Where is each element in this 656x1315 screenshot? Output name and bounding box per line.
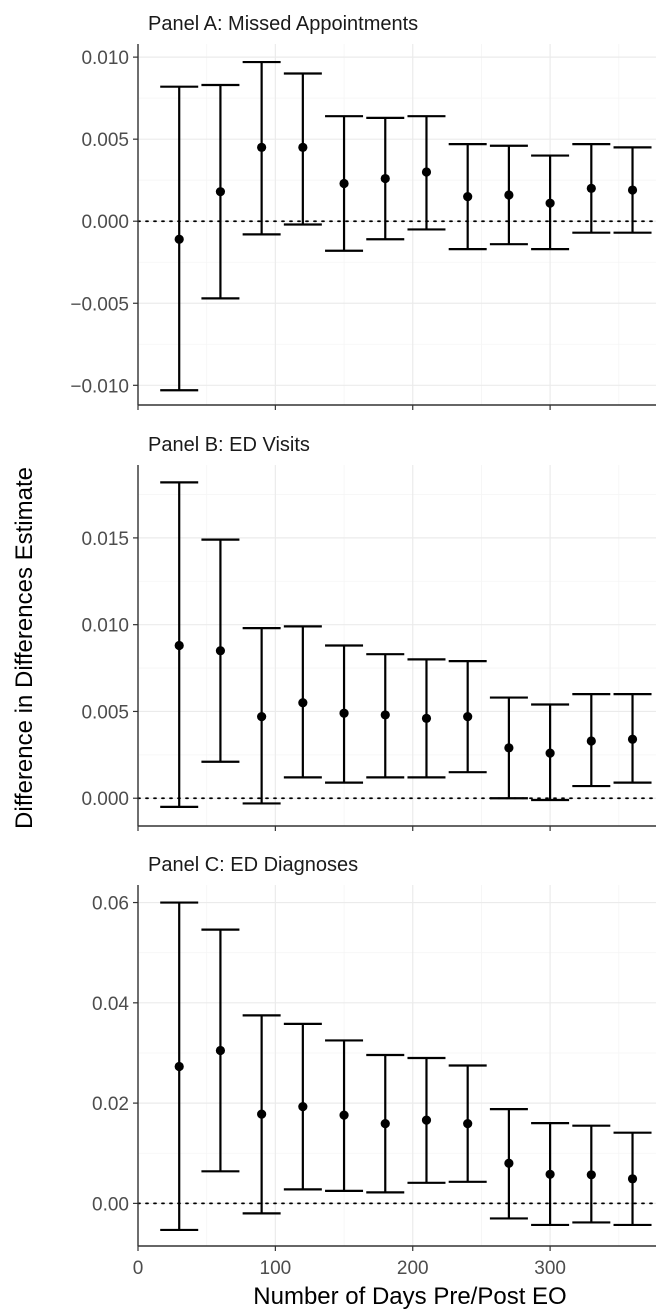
x-tick-label: 0 (133, 1258, 144, 1279)
error-bar (448, 142, 487, 251)
error-bar (160, 481, 199, 809)
error-bar (201, 538, 240, 763)
point-estimate (421, 167, 432, 177)
error-bar (531, 703, 570, 802)
y-tick-label: −0.010 (70, 376, 129, 397)
error-bar (489, 144, 528, 246)
error-bar (160, 85, 199, 392)
point-estimate (380, 710, 390, 720)
error-bar (366, 1053, 405, 1194)
error-bar (366, 116, 405, 241)
x-axis-title: Number of Days Pre/Post EO (253, 1283, 566, 1310)
error-bar (613, 692, 652, 784)
y-tick-label: 0.000 (81, 789, 129, 810)
point-estimate (339, 178, 349, 189)
error-bar (201, 83, 240, 300)
point-estimate (627, 734, 638, 744)
panel-1: Panel A: Missed Appointments 0.010 0.005 0.… (70, 13, 656, 410)
point-estimate (421, 1115, 432, 1125)
error-bar (325, 644, 364, 784)
point-estimate (215, 187, 226, 197)
error-bar (242, 60, 281, 236)
y-axis-title: Difference in Differences Estimate (11, 467, 38, 829)
point-estimate (174, 1061, 184, 1072)
point-estimate (463, 1119, 473, 1129)
y-tick-label: 0.00 (92, 1194, 129, 1215)
point-estimate (257, 142, 267, 152)
x-tick-label: 300 (534, 1258, 566, 1279)
point-estimate (174, 640, 184, 651)
point-estimate (545, 748, 555, 758)
point-estimate (627, 1174, 638, 1184)
error-bar (489, 1108, 528, 1220)
point-estimate (463, 192, 473, 202)
point-estimate (504, 190, 514, 200)
point-estimate (421, 713, 432, 723)
point-estimate (545, 198, 555, 208)
error-bar (407, 1056, 446, 1184)
point-estimate (215, 646, 226, 656)
error-bar (531, 154, 570, 251)
panel-title: Panel B: ED Visits (148, 434, 310, 456)
point-estimate (380, 173, 390, 184)
point-estimate (504, 1158, 514, 1168)
error-bar (366, 653, 405, 779)
error-bar (201, 928, 240, 1173)
point-estimate (174, 234, 184, 244)
point-estimate (298, 1102, 308, 1112)
panel-2: Panel B: ED Visits 0.015 0.010 0.005 0.000 (81, 434, 656, 831)
point-estimate (339, 1110, 349, 1120)
y-tick-label: 0.005 (81, 702, 129, 723)
panel-title: Panel C: ED Diagnoses (148, 854, 358, 876)
y-tick-label: 0.02 (92, 1094, 129, 1115)
y-tick-label: 0.06 (92, 894, 129, 915)
error-bar (325, 115, 364, 252)
error-bar (448, 1064, 487, 1183)
point-estimate (545, 1169, 555, 1179)
error-bar (325, 1039, 364, 1192)
point-estimate (257, 1109, 267, 1119)
y-tick-label: 0.015 (81, 529, 129, 550)
error-bar (283, 72, 322, 226)
point-estimate (339, 708, 349, 718)
point-estimate (504, 743, 514, 753)
error-bar (160, 901, 199, 1232)
point-estimate (298, 698, 308, 708)
error-bar (242, 627, 281, 805)
error-bar (448, 660, 487, 774)
error-bar (572, 1124, 611, 1224)
x-tick-label: 200 (397, 1258, 429, 1279)
panels-layer: Panel A: Missed Appointments 0.010 0.005 0.… (70, 13, 656, 1279)
error-bar (407, 658, 446, 779)
point-estimate (627, 185, 638, 195)
point-estimate (298, 142, 308, 152)
point-estimate (586, 736, 596, 746)
y-tick-label: −0.005 (70, 294, 129, 315)
point-estimate (586, 1170, 596, 1180)
panel-3: Panel C: ED Diagnoses 0.06 0.04 0.02 0.00 0 10… (92, 854, 656, 1279)
error-bar (613, 1131, 652, 1227)
error-bar (283, 1022, 322, 1191)
point-estimate (257, 712, 267, 722)
error-bar (489, 696, 528, 800)
error-bar (572, 692, 611, 788)
point-estimate (586, 183, 596, 193)
y-tick-label: 0.005 (81, 130, 129, 151)
error-bar (572, 142, 611, 234)
x-tick-label: 100 (260, 1258, 292, 1279)
error-bar (283, 625, 322, 779)
y-tick-label: 0.010 (81, 48, 129, 69)
error-bar (407, 115, 446, 231)
point-estimate (215, 1045, 226, 1056)
point-estimate (380, 1119, 390, 1129)
point-estimate (463, 712, 473, 722)
y-tick-label: 0.000 (81, 212, 129, 233)
y-tick-label: 0.010 (81, 616, 129, 637)
error-bar (531, 1122, 570, 1227)
error-bar (613, 146, 652, 234)
y-tick-label: 0.04 (92, 994, 129, 1015)
panel-title: Panel A: Missed Appointments (148, 13, 418, 35)
error-bar (242, 1014, 281, 1215)
